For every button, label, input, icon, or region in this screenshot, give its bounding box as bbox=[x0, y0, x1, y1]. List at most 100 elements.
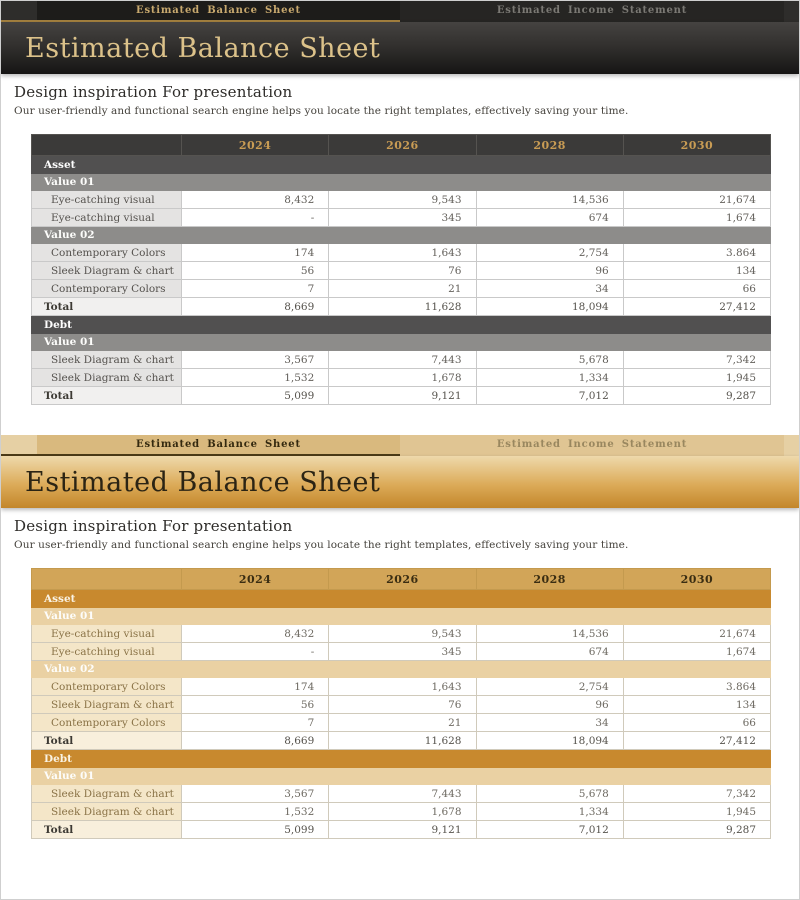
table-row-subsection: Value 01 bbox=[31, 767, 771, 785]
tab-balance-sheet[interactable]: Estimated Balance Sheet bbox=[36, 1, 400, 22]
table-header-year: 2026 bbox=[328, 568, 477, 590]
balance-sheet-table: 2024 2026 2028 2030 Asset Value 01 Eye-catchin… bbox=[31, 134, 772, 405]
table-row-total: Total 8,669 11,628 18,094 27,412 bbox=[31, 297, 772, 316]
row-value: 66 bbox=[622, 713, 772, 732]
row-value: 21,674 bbox=[622, 190, 772, 209]
table-row-section: Asset bbox=[31, 589, 771, 608]
row-label: Eye-catching visual bbox=[31, 642, 182, 661]
row-label: Contemporary Colors bbox=[31, 279, 182, 298]
row-value: 76 bbox=[328, 261, 477, 280]
table-row-subsection: Value 02 bbox=[31, 226, 771, 244]
table-row-data: Sleek Diagram & chart 56 76 96 134 bbox=[31, 261, 772, 280]
page-title: Estimated Balance Sheet bbox=[25, 32, 381, 64]
row-value: 11,628 bbox=[328, 731, 477, 750]
page-title: Estimated Balance Sheet bbox=[25, 466, 381, 498]
row-value: 21,674 bbox=[622, 624, 772, 643]
row-label: Eye-catching visual bbox=[31, 208, 182, 227]
row-label: Sleek Diagram & chart bbox=[31, 368, 182, 387]
table-header-year: 2028 bbox=[475, 568, 624, 590]
section-label: Asset bbox=[31, 589, 771, 608]
row-value: 9,543 bbox=[328, 624, 477, 643]
tab-balance-sheet[interactable]: Estimated Balance Sheet bbox=[36, 435, 400, 456]
table-header-year: 2030 bbox=[622, 134, 772, 156]
row-value: 674 bbox=[475, 642, 624, 661]
row-value: 5,678 bbox=[475, 784, 624, 803]
section-description: Our user-friendly and functional search … bbox=[14, 105, 629, 117]
table-row-data: Contemporary Colors 7 21 34 66 bbox=[31, 279, 772, 298]
row-value: 5,678 bbox=[475, 350, 624, 369]
row-value: 8,669 bbox=[180, 297, 330, 316]
subsection-label: Value 02 bbox=[31, 226, 771, 244]
row-value: 7,012 bbox=[475, 820, 624, 839]
row-value: 14,536 bbox=[475, 624, 624, 643]
row-label: Sleek Diagram & chart bbox=[31, 350, 182, 369]
row-value: 9,121 bbox=[328, 820, 477, 839]
table-row-data: Contemporary Colors 7 21 34 66 bbox=[31, 713, 772, 732]
row-value: 345 bbox=[328, 642, 477, 661]
row-label: Total bbox=[31, 386, 182, 405]
row-value: 5,099 bbox=[180, 386, 330, 405]
row-value: - bbox=[180, 208, 330, 227]
row-value: 7,012 bbox=[475, 386, 624, 405]
table-header-row: 2024 2026 2028 2030 bbox=[31, 134, 772, 156]
row-value: 14,536 bbox=[475, 190, 624, 209]
row-value: 7,342 bbox=[622, 350, 772, 369]
row-label: Sleek Diagram & chart bbox=[31, 261, 182, 280]
title-banner: Estimated Balance Sheet bbox=[1, 22, 799, 74]
section-heading: Design inspiration For presentation bbox=[14, 517, 293, 535]
row-value: 7,342 bbox=[622, 784, 772, 803]
table-row-total: Total 8,669 11,628 18,094 27,412 bbox=[31, 731, 772, 750]
section-heading: Design inspiration For presentation bbox=[14, 83, 293, 101]
row-value: 174 bbox=[180, 243, 330, 262]
row-value: 134 bbox=[622, 695, 772, 714]
row-value: 21 bbox=[328, 279, 477, 298]
row-value: 34 bbox=[475, 279, 624, 298]
row-label: Sleek Diagram & chart bbox=[31, 695, 182, 714]
row-value: 34 bbox=[475, 713, 624, 732]
tab-bar-left-spacer bbox=[1, 1, 37, 22]
row-value: 66 bbox=[622, 279, 772, 298]
row-value: 8,432 bbox=[180, 624, 330, 643]
row-value: 56 bbox=[180, 695, 330, 714]
row-value: 1,532 bbox=[180, 802, 330, 821]
row-value: 9,287 bbox=[622, 820, 772, 839]
row-value: 27,412 bbox=[622, 731, 772, 750]
balance-sheet-panel-dark: Estimated Balance Sheet Estimated Income… bbox=[1, 1, 799, 409]
row-label: Eye-catching visual bbox=[31, 624, 182, 643]
row-value: 3,567 bbox=[180, 784, 330, 803]
tab-bar: Estimated Balance Sheet Estimated Income… bbox=[1, 1, 799, 22]
balance-sheet-panel-gold: Estimated Balance Sheet Estimated Income… bbox=[1, 435, 799, 843]
table-header-row: 2024 2026 2028 2030 bbox=[31, 568, 772, 590]
row-value: 2,754 bbox=[475, 677, 624, 696]
row-value: 674 bbox=[475, 208, 624, 227]
row-value: 7,443 bbox=[328, 784, 477, 803]
tab-bar-left-spacer bbox=[1, 435, 37, 456]
table-header-year: 2024 bbox=[180, 134, 330, 156]
table-header-year: 2028 bbox=[475, 134, 624, 156]
table-row-data: Eye-catching visual 8,432 9,543 14,536 21,67… bbox=[31, 190, 772, 209]
row-value: 1,532 bbox=[180, 368, 330, 387]
row-value: 18,094 bbox=[475, 297, 624, 316]
table-row-data: Sleek Diagram & chart 3,567 7,443 5,678 7,34… bbox=[31, 350, 772, 369]
row-value: 9,543 bbox=[328, 190, 477, 209]
row-label: Contemporary Colors bbox=[31, 243, 182, 262]
section-label: Asset bbox=[31, 155, 771, 174]
row-label: Total bbox=[31, 297, 182, 316]
tab-bar-right-spacer bbox=[784, 1, 799, 22]
row-value: 21 bbox=[328, 713, 477, 732]
row-value: 5,099 bbox=[180, 820, 330, 839]
row-label: Contemporary Colors bbox=[31, 713, 182, 732]
tab-income-statement[interactable]: Estimated Income Statement bbox=[400, 1, 785, 22]
subsection-label: Value 01 bbox=[31, 767, 771, 785]
row-value: 3.864 bbox=[622, 677, 772, 696]
row-label: Eye-catching visual bbox=[31, 190, 182, 209]
row-value: 9,121 bbox=[328, 386, 477, 405]
row-value: 345 bbox=[328, 208, 477, 227]
tab-income-statement[interactable]: Estimated Income Statement bbox=[400, 435, 785, 456]
row-value: 1,643 bbox=[328, 243, 477, 262]
row-value: 76 bbox=[328, 695, 477, 714]
table-row-total: Total 5,099 9,121 7,012 9,287 bbox=[31, 820, 772, 839]
row-value: 9,287 bbox=[622, 386, 772, 405]
row-value: 3.864 bbox=[622, 243, 772, 262]
